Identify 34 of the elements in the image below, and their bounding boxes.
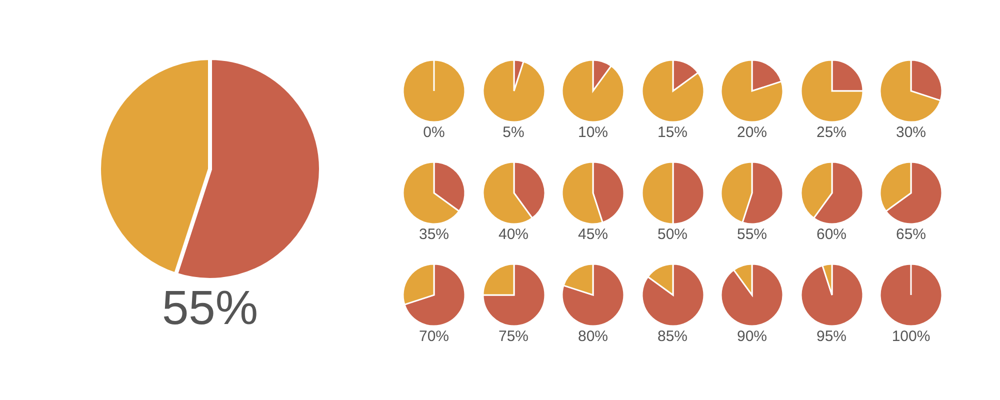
text: 60% [815,226,848,244]
pie-slice [482,59,546,123]
pie-slice [404,263,466,327]
text: 65% [894,226,928,244]
text: 0% [422,124,446,142]
text: 85% [656,328,689,346]
pie-slice [720,59,784,123]
text: 15% [656,124,689,142]
pie-slice [640,263,704,327]
text: 80% [576,328,610,346]
text: 55% [736,226,768,244]
pie-slice [800,59,864,123]
pie-slice [561,263,625,327]
text: 95% [815,328,848,346]
text: 55% [160,282,260,336]
text: 20% [736,124,768,142]
text: 5% [502,124,526,142]
pie-slice [800,263,864,327]
text: 35% [418,226,450,244]
text: 30% [894,124,928,142]
text: 10% [576,124,610,142]
text: 100% [890,328,932,346]
pie-slice [561,59,625,123]
pie-slice [879,59,942,123]
text: 40% [497,226,530,244]
text: 75% [497,328,530,346]
text: 90% [736,328,768,346]
pie-slice [640,59,704,123]
pie-slice [482,263,546,327]
text: 70% [418,328,450,346]
pie-slice [720,263,784,327]
text: 45% [576,226,610,244]
text: 50% [656,226,689,244]
text: 25% [815,124,848,142]
